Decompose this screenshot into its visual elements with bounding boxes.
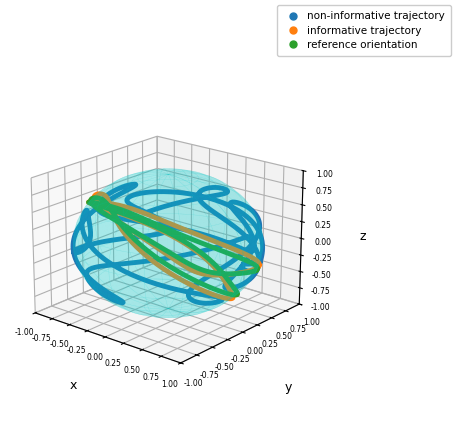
X-axis label: x: x bbox=[70, 379, 77, 392]
Legend: non-informative trajectory, informative trajectory, reference orientation: non-informative trajectory, informative … bbox=[276, 5, 450, 56]
Y-axis label: y: y bbox=[284, 381, 291, 394]
